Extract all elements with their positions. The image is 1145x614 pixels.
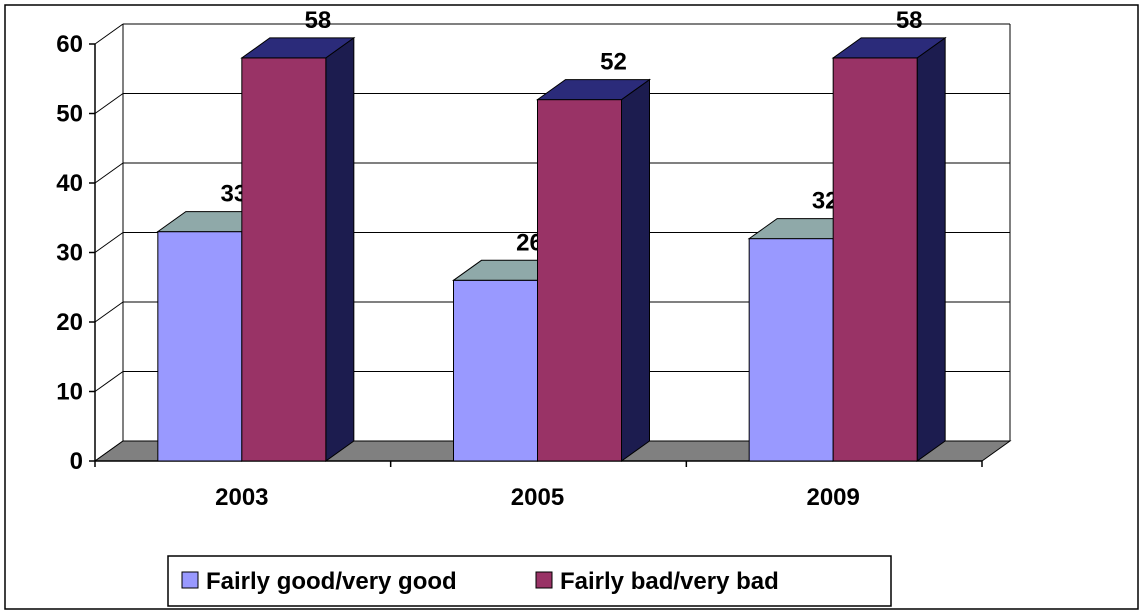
- legend-label[interactable]: Fairly good/very good: [206, 568, 457, 595]
- wall-gridline: [94, 232, 124, 253]
- data-label: 58: [304, 7, 331, 34]
- y-tick-label: 10: [56, 379, 83, 406]
- bar-top: [535, 79, 652, 101]
- bar-side: [325, 36, 355, 462]
- x-tick-label: 2009: [806, 484, 859, 511]
- legend-swatch[interactable]: [535, 571, 553, 589]
- bar-side: [621, 78, 650, 462]
- data-label: 52: [600, 49, 627, 76]
- bar: [832, 57, 918, 462]
- y-tick-label: 50: [56, 101, 83, 128]
- y-tick-label: 30: [56, 240, 83, 267]
- x-tick-label: 2003: [215, 484, 268, 511]
- y-tick-label: 20: [56, 309, 83, 336]
- wall-gridline: [94, 301, 124, 323]
- legend-box: [167, 555, 892, 607]
- bar: [453, 279, 538, 462]
- bar: [157, 231, 243, 462]
- y-tick-label: 0: [70, 448, 83, 475]
- wall-gridline: [94, 23, 124, 45]
- bar-side: [916, 36, 946, 462]
- bar-top: [240, 37, 356, 59]
- bar: [748, 238, 834, 462]
- bar-top: [831, 37, 947, 59]
- y-tick-label: 40: [56, 170, 83, 197]
- wall-gridline: [94, 162, 124, 184]
- data-label: 58: [896, 7, 923, 34]
- legend-label[interactable]: Fairly bad/very bad: [560, 568, 779, 595]
- x-tick-label: 2005: [511, 484, 564, 511]
- wall-gridline: [94, 93, 124, 114]
- bar: [537, 99, 622, 462]
- legend-swatch[interactable]: [181, 571, 199, 589]
- y-tick-label: 60: [56, 31, 83, 58]
- bar: [241, 57, 327, 462]
- wall-gridline: [94, 371, 124, 392]
